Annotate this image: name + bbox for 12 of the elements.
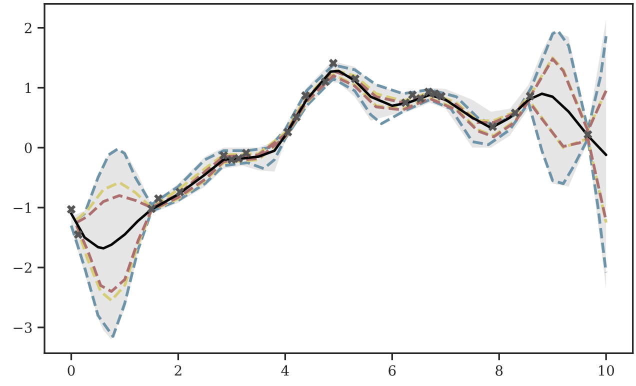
y-tick-label: 2 — [24, 22, 32, 34]
y-tick-label: 1 — [26, 82, 31, 94]
y-tick-label: −3 — [14, 322, 32, 333]
x-tick-label: 2 — [174, 365, 182, 376]
x-tick-label: 6 — [388, 365, 396, 376]
x-tick-label: 8 — [496, 365, 503, 376]
y-tick-label: −2 — [14, 262, 32, 273]
x-tick-label: 0 — [68, 365, 75, 376]
x-tick-label: 10 — [598, 365, 614, 376]
y-tick-label: 0 — [24, 142, 32, 154]
x-tick-label: 4 — [281, 365, 289, 376]
y-tick-label: −1 — [14, 202, 31, 213]
